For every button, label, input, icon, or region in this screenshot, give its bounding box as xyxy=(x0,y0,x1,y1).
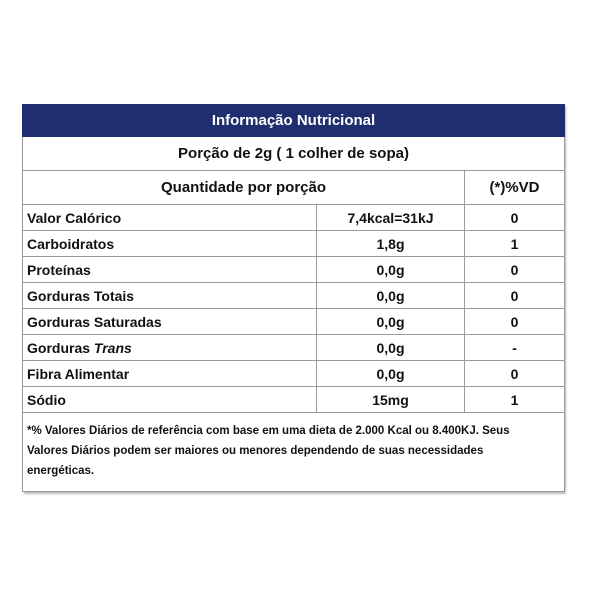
nutrient-name: Proteínas xyxy=(27,261,91,278)
nutrient-cell: Fibra Alimentar xyxy=(22,360,317,387)
amount: 1,8g xyxy=(316,230,465,257)
amount: 0,0g xyxy=(316,308,465,335)
amount: 0,0g xyxy=(316,360,465,387)
nutrient-name: Fibra Alimentar xyxy=(27,365,130,382)
table-row: Carboidratos 1,8g 1 xyxy=(22,230,565,257)
daily-value: 1 xyxy=(464,386,565,413)
daily-value: 0 xyxy=(464,204,565,231)
daily-value: 0 xyxy=(464,308,565,335)
nutrition-table: Informação Nutricional Porção de 2g ( 1 … xyxy=(22,104,565,492)
nutrient-cell: Valor Calórico xyxy=(22,204,317,231)
nutrient-name: Gorduras Totais xyxy=(27,287,135,304)
column-header: (*)%VD xyxy=(464,170,565,205)
nutrient-name: Sódio xyxy=(27,391,66,408)
table-row: Fibra Alimentar 0,0g 0 xyxy=(22,360,565,387)
amount: 0,0g xyxy=(316,334,465,361)
amount: 0,0g xyxy=(316,282,465,309)
nutrient-cell: Gorduras Totais xyxy=(22,282,317,309)
table-row: Sódio 15mg 1 xyxy=(22,386,565,413)
footnote-line: *% Valores Diários de referência com bas… xyxy=(27,425,510,437)
nutrient-cell: Gorduras Trans xyxy=(22,334,317,361)
footnote-line: Valores Diários podem ser maiores ou men… xyxy=(27,445,484,457)
nutrient-name: Carboidratos xyxy=(27,235,115,252)
table-row: Gorduras Totais 0,0g 0 xyxy=(22,282,565,309)
nutrient-name: Valor Calórico xyxy=(27,209,122,226)
footnote: *% Valores Diários de referência com bas… xyxy=(22,412,565,492)
nutrient-name: Gorduras Saturadas xyxy=(27,313,162,330)
table: Informação Nutricional Porção de 2g ( 1 … xyxy=(22,104,565,492)
table-row: Gorduras Saturadas 0,0g 0 xyxy=(22,308,565,335)
daily-value: 0 xyxy=(464,282,565,309)
serving: Porção de 2g ( 1 colher de sopa) xyxy=(22,136,565,171)
nutrient-cell: Gorduras Saturadas xyxy=(22,308,317,335)
daily-value: 0 xyxy=(464,360,565,387)
column-header: Quantidade por porção xyxy=(22,170,465,205)
table-row: Valor Calórico 7,4kcal=31kJ 0 xyxy=(22,204,565,231)
footnote-row: *% Valores Diários de referência com bas… xyxy=(22,412,565,492)
daily-value: - xyxy=(464,334,565,361)
amount: 0,0g xyxy=(316,256,465,283)
table-row: Gorduras Trans 0,0g - xyxy=(22,334,565,361)
amount: 7,4kcal=31kJ xyxy=(316,204,465,231)
nutrient-cell: Sódio xyxy=(22,386,317,413)
nutrient-cell: Carboidratos xyxy=(22,230,317,257)
nutrient-name-italic: Trans xyxy=(93,339,132,356)
table-title: Informação Nutricional xyxy=(22,104,565,137)
daily-value: 0 xyxy=(464,256,565,283)
nutrient-name: Gorduras xyxy=(27,339,91,356)
footnote-line: energéticas. xyxy=(27,465,95,477)
nutrient-cell: Proteínas xyxy=(22,256,317,283)
daily-value: 1 xyxy=(464,230,565,257)
amount: 15mg xyxy=(316,386,465,413)
table-row: Proteínas 0,0g 0 xyxy=(22,256,565,283)
